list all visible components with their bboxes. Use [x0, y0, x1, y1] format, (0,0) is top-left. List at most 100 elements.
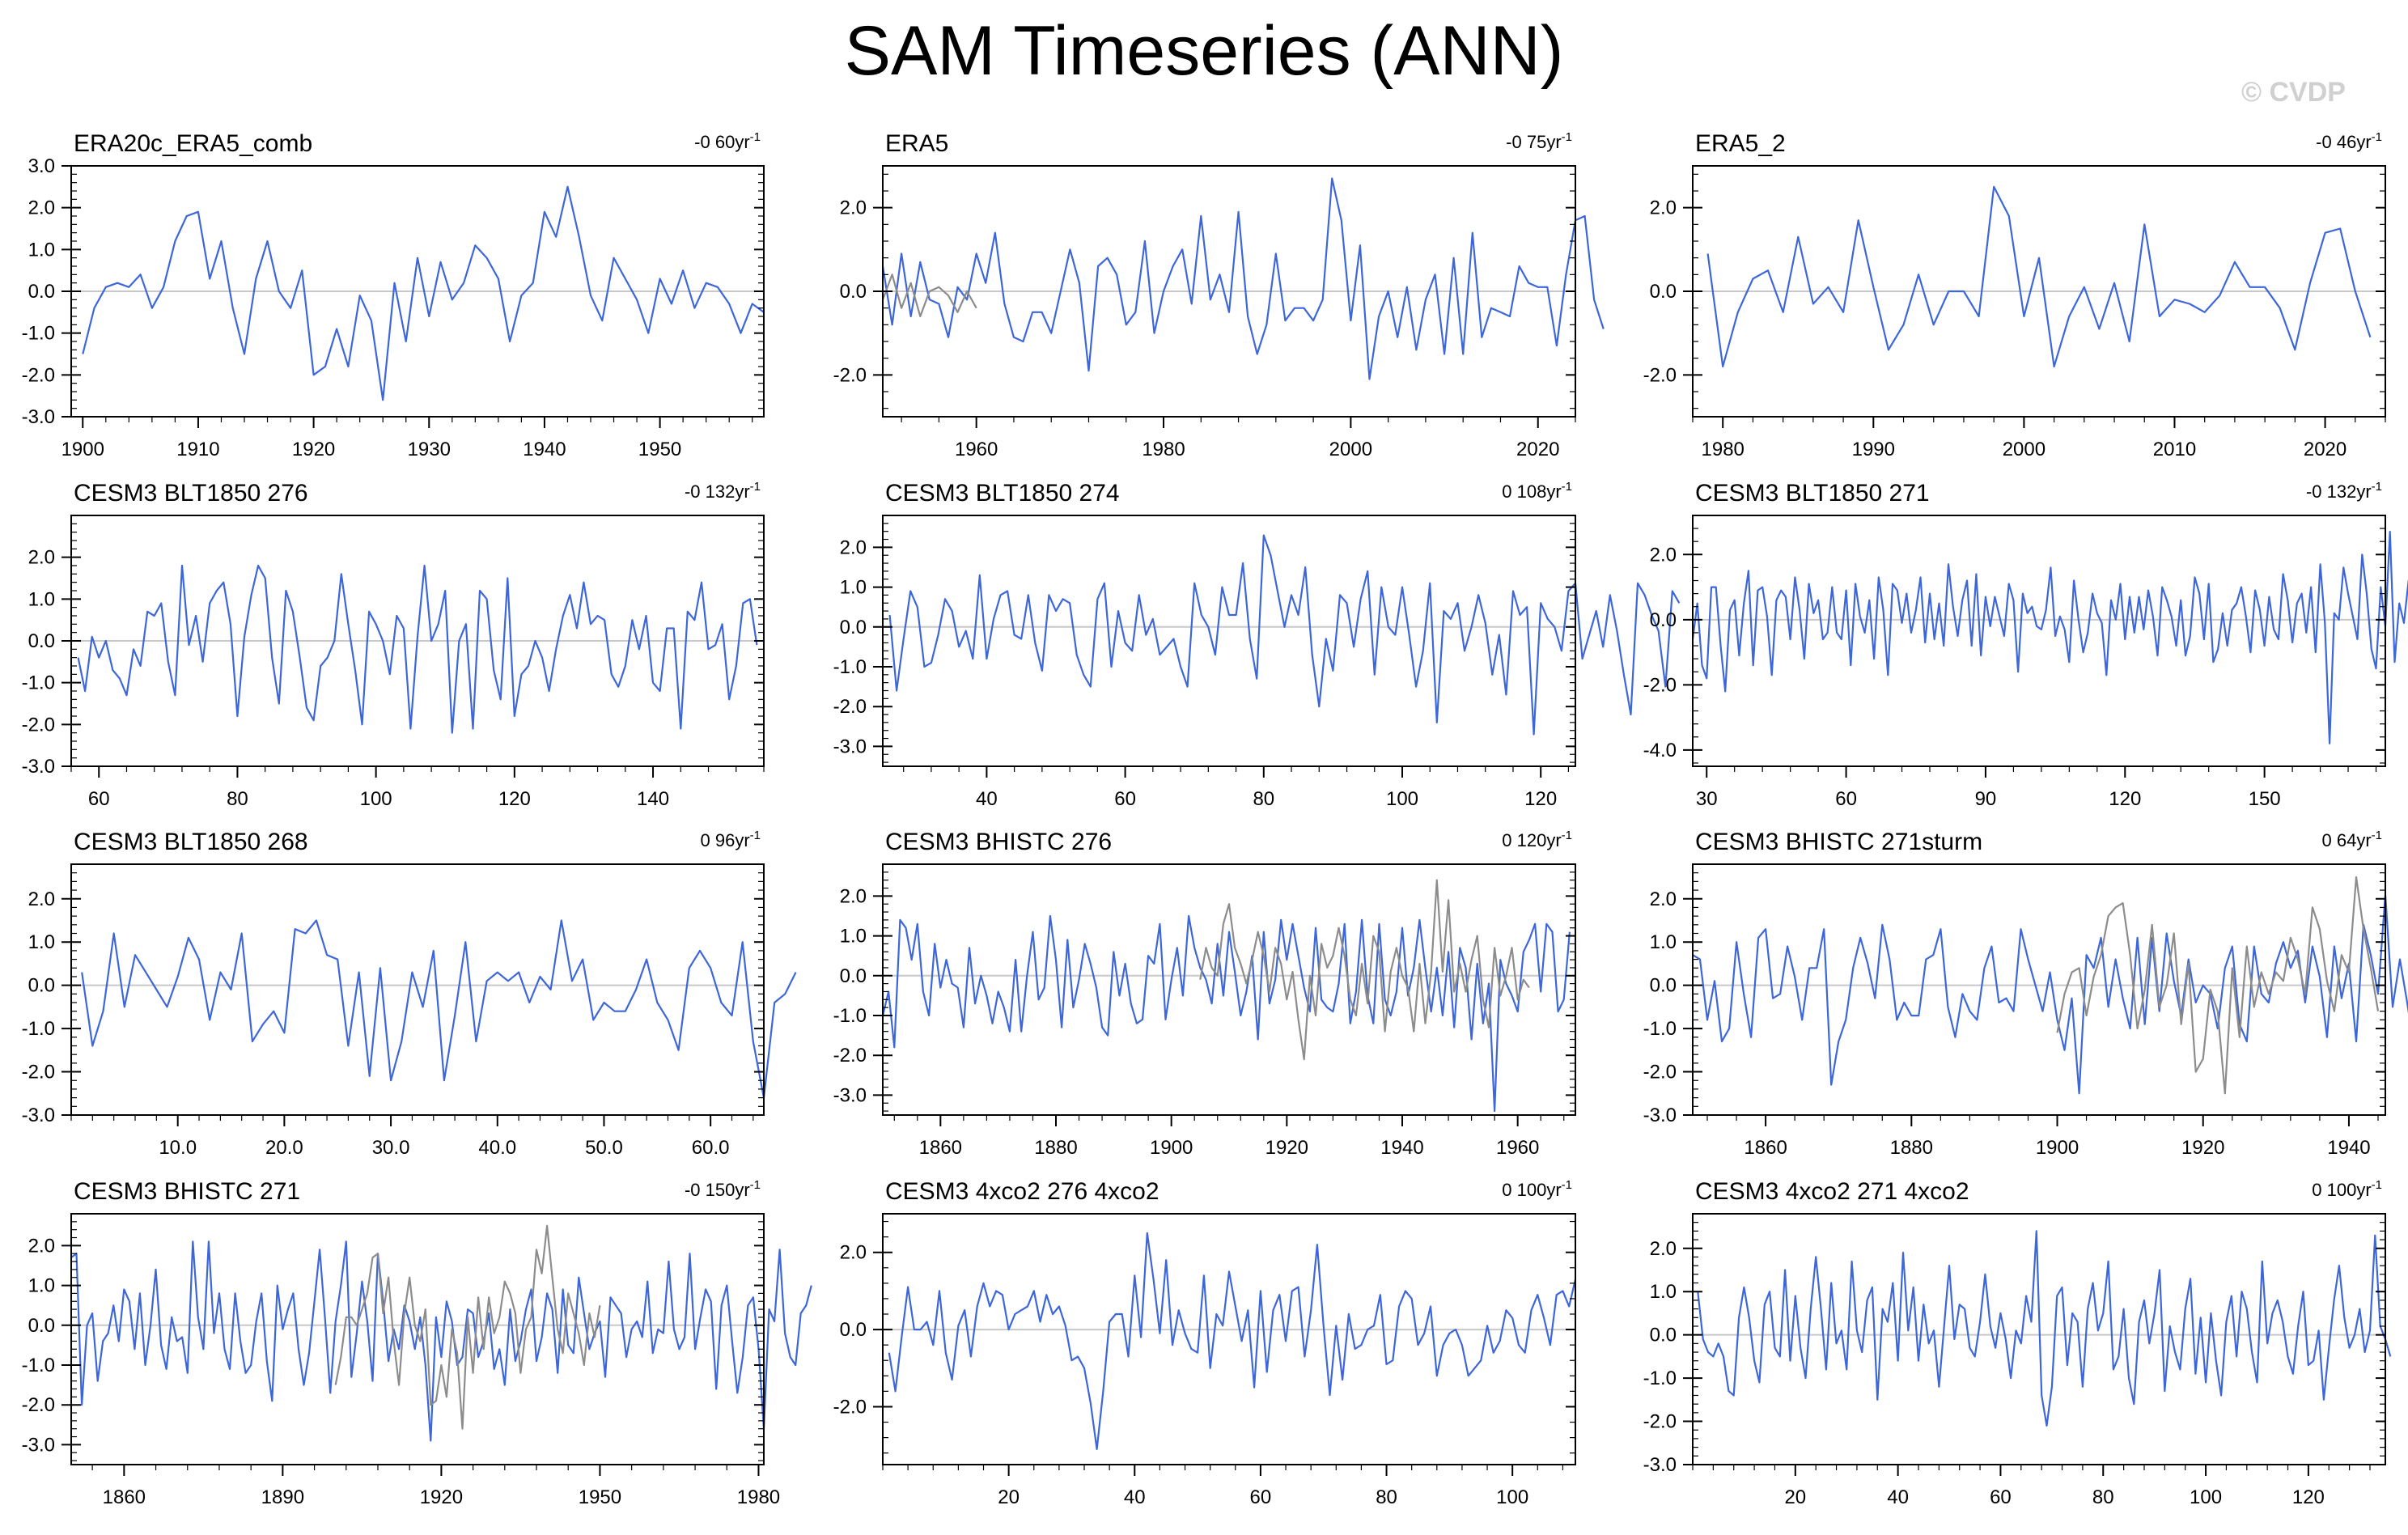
y-tick-label: 3.0 — [28, 155, 55, 177]
x-tick-label: 1920 — [2181, 1137, 2224, 1159]
trend-label: -0 46yr-1 — [2316, 130, 2382, 152]
x-tick-label: 40 — [1887, 1486, 1909, 1508]
x-tick-label: 1980 — [1142, 439, 1185, 460]
y-tick-label: -3.0 — [22, 756, 55, 778]
y-tick-label: 2.0 — [840, 885, 867, 907]
y-tick-label: -1.0 — [22, 672, 55, 694]
x-tick-label: 30 — [1696, 788, 1718, 810]
y-tick-label: -3.0 — [1643, 1105, 1677, 1126]
plot-frame — [70, 1213, 765, 1465]
y-tick-label: -2.0 — [1643, 1411, 1677, 1433]
panel-title: ERA5 — [885, 130, 948, 157]
y-tick-label: 1.0 — [28, 1275, 55, 1297]
x-tick-label: 1920 — [292, 439, 335, 460]
x-tick-label: 100 — [2190, 1486, 2222, 1508]
x-tick-label: 120 — [2292, 1486, 2325, 1508]
model-series-line — [888, 1232, 1577, 1451]
chart-panel-5: CESM3 BLT1850 274 0 108yr-1 -3.0 -2.0 -1.0 0.… — [833, 480, 1681, 810]
watermark: © CVDP — [2241, 77, 2346, 108]
plot-frame — [1692, 515, 2386, 767]
y-tick-label: -2.0 — [833, 1396, 867, 1418]
x-tick-label: 1940 — [2327, 1137, 2370, 1159]
x-tick-label: 100 — [1496, 1486, 1528, 1508]
y-tick-label: 0.0 — [840, 1319, 867, 1341]
chart-panel-2: ERA5 -0 75yr-1 -2.0 0.0 2.0 1960 1980 2000 2020 — [833, 130, 1605, 460]
x-tick-label: 1980 — [1702, 439, 1745, 460]
y-tick-label: 0.0 — [28, 975, 55, 997]
plot-frame — [1692, 863, 2386, 1116]
y-tick-label: -1.0 — [1643, 1368, 1677, 1389]
y-tick-label: -2.0 — [1643, 364, 1677, 386]
x-tick-label: 2010 — [2153, 439, 2196, 460]
panel-title: CESM3 BLT1850 274 — [885, 480, 1120, 507]
y-tick-label: 0.0 — [840, 281, 867, 303]
y-tick-label: -1.0 — [1643, 1018, 1677, 1040]
x-tick-label: 1860 — [919, 1137, 962, 1159]
y-tick-label: 1.0 — [28, 588, 55, 610]
plot-frame — [70, 863, 765, 1116]
chart-panel-1: ERA20c_ERA5_comb -0 60yr-1 -3.0 -2.0 -1.0 0.0… — [22, 130, 765, 460]
x-tick-label: 1910 — [176, 439, 219, 460]
trend-label: 0 64yr-1 — [2322, 829, 2383, 850]
y-tick-label: -3.0 — [1643, 1454, 1677, 1476]
y-tick-label: -2.0 — [1643, 674, 1677, 696]
x-tick-label: 30.0 — [372, 1137, 410, 1159]
chart-panel-8: CESM3 BHISTC 276 0 120yr-1 -3.0 -2.0 -1.0 0.0… — [833, 829, 1576, 1159]
figure-title: SAM Timeseries (ANN) — [844, 12, 1564, 90]
y-tick-label: -1.0 — [22, 323, 55, 345]
x-tick-label: 1940 — [1380, 1137, 1423, 1159]
trend-label: 0 108yr-1 — [1502, 480, 1572, 502]
x-tick-label: 2000 — [2003, 439, 2046, 460]
x-tick-label: 1860 — [103, 1486, 146, 1508]
y-tick-label: 1.0 — [28, 931, 55, 953]
plot-frame — [882, 863, 1576, 1116]
x-tick-label: 80 — [1376, 1486, 1397, 1508]
trend-label: -0 75yr-1 — [1506, 130, 1572, 152]
model-series-line — [881, 177, 1605, 380]
model-series-line — [888, 534, 1681, 736]
x-tick-label: 20 — [998, 1486, 1020, 1508]
chart-panel-6: CESM3 BLT1850 271 -0 132yr-1 -4.0 -2.0 0.0 2.… — [1643, 480, 2408, 810]
chart-panel-12: CESM3 4xco2 271 4xco2 0 100yr-1 -3.0 -2.0 -1… — [1643, 1178, 2392, 1508]
panel-title: CESM3 4xco2 276 4xco2 — [885, 1178, 1159, 1205]
x-tick-label: 1860 — [1744, 1137, 1787, 1159]
y-tick-label: 2.0 — [1650, 1238, 1677, 1260]
chart-panel-11: CESM3 4xco2 276 4xco2 0 100yr-1 -2.0 0.0 2.0… — [833, 1178, 1577, 1508]
model-series-line — [70, 1240, 812, 1442]
x-tick-label: 1960 — [1496, 1137, 1539, 1159]
model-series-line — [1691, 530, 2408, 744]
x-tick-label: 60 — [1250, 1486, 1272, 1508]
panel-title: CESM3 BHISTC 276 — [885, 829, 1112, 855]
y-tick-label: -4.0 — [1643, 740, 1677, 761]
x-tick-label: 80 — [2092, 1486, 2114, 1508]
x-tick-label: 1920 — [420, 1486, 463, 1508]
y-tick-label: 2.0 — [28, 1235, 55, 1257]
y-tick-label: -3.0 — [22, 1434, 55, 1456]
y-tick-label: 0.0 — [28, 1315, 55, 1337]
x-tick-label: 80 — [227, 788, 248, 810]
x-tick-label: 1880 — [1034, 1137, 1077, 1159]
y-tick-label: -3.0 — [22, 406, 55, 428]
panel-title: ERA20c_ERA5_comb — [74, 130, 312, 157]
x-tick-label: 20.0 — [265, 1137, 303, 1159]
x-tick-label: 50.0 — [585, 1137, 623, 1159]
y-tick-label: 0.0 — [1650, 1325, 1677, 1346]
x-tick-label: 1980 — [737, 1486, 780, 1508]
panel-title: CESM3 BHISTC 271sturm — [1695, 829, 1982, 855]
y-tick-label: -1.0 — [22, 1355, 55, 1376]
y-tick-label: -2.0 — [22, 1062, 55, 1083]
y-tick-label: 2.0 — [28, 888, 55, 910]
y-tick-label: -1.0 — [22, 1018, 55, 1040]
y-tick-label: 1.0 — [1650, 1281, 1677, 1303]
y-tick-label: -1.0 — [833, 1005, 867, 1027]
y-tick-label: -2.0 — [833, 364, 867, 386]
model-series-line — [881, 914, 1571, 1113]
y-tick-label: 2.0 — [1650, 544, 1677, 566]
observed-series-line — [1199, 879, 1530, 1061]
model-series-line — [1706, 185, 2372, 368]
plot-frame — [882, 1213, 1576, 1465]
chart-panel-9: CESM3 BHISTC 271sturm 0 64yr-1 -3.0 -2.0 -1.… — [1643, 829, 2408, 1159]
y-tick-label: 2.0 — [840, 197, 867, 219]
x-tick-label: 1900 — [61, 439, 104, 460]
x-tick-label: 20 — [1784, 1486, 1806, 1508]
